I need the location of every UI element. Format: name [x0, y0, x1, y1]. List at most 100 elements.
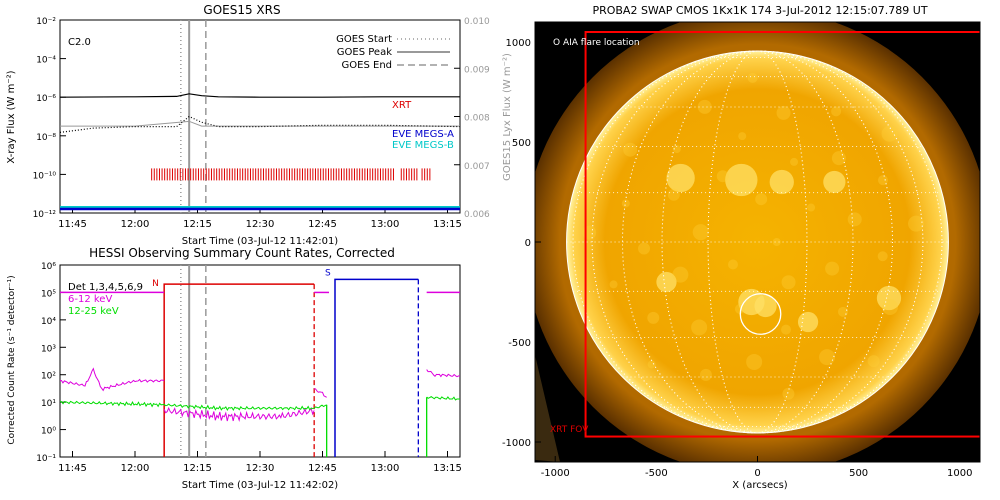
swap-aia-label: O AIA flare location	[553, 38, 640, 48]
goes-y-tick-label: 10⁻⁸	[36, 133, 56, 143]
swap-image	[535, 22, 980, 462]
swap-x-tick-label: -1000	[541, 468, 570, 479]
legend-goes-peak-label: GOES Peak	[337, 47, 392, 58]
goes-title: GOES15 XRS	[203, 3, 280, 17]
sun-bright-patch	[734, 304, 745, 315]
sun-bright-patch	[867, 355, 880, 368]
sun-bright-patch	[831, 106, 842, 117]
hessi-x-axis: 11:45 12:00 12:15 12:30 12:45 13:00 13:15	[58, 451, 462, 474]
sun-bright-patch	[825, 261, 840, 276]
swap-y-axis: 1000 500 0 -500 -1000	[502, 38, 541, 449]
goes-series-group	[59, 20, 461, 213]
sun-active-region	[656, 271, 677, 293]
sun-bright-patch	[727, 259, 738, 270]
goes-eve-a-label: EVE MEGS-A	[392, 129, 454, 140]
goes-x-tick-label: 12:00	[121, 219, 150, 230]
goes-x-tick-label: 13:15	[433, 219, 462, 230]
goes-y2-label: GOES15 Lyx Flux (W m⁻²)	[502, 53, 513, 181]
hessi-plot-frame	[59, 264, 461, 458]
goes-x-tick-label: 11:45	[58, 219, 87, 230]
legend-goes-end-label: GOES End	[342, 60, 392, 71]
hessi-saa-bar	[334, 278, 419, 457]
sun-bright-patch	[667, 188, 680, 201]
sun-active-region	[725, 163, 758, 197]
hessi-legend-6-12: 6-12 keV	[68, 294, 112, 305]
goes-y2-tick-label: 0.006	[464, 210, 490, 220]
sun-bright-patch	[691, 319, 708, 336]
sun-active-region	[769, 169, 794, 195]
hessi-y-tick-label: 10⁶	[41, 262, 56, 272]
swap-y-tick-label: 500	[512, 138, 531, 149]
hessi-y-tick-label: 10⁵	[41, 289, 56, 299]
sun-bright-patch	[621, 199, 630, 208]
hessi-flag-n: N	[152, 279, 159, 289]
hessi-x-tick-label: 12:00	[121, 463, 150, 474]
hessi-y-tick-label: 10⁴	[41, 317, 56, 327]
goes-y2-tick-label: 0.007	[464, 162, 490, 172]
hessi-y-label: Corrected Count Rate (s⁻¹ detector⁻¹)	[7, 275, 17, 444]
hessi-legend-det: Det 1,3,4,5,6,9	[68, 282, 143, 293]
goes-y-axis: 10⁻¹² 10⁻¹⁰ 10⁻⁸ 10⁻⁶ 10⁻⁴ 10⁻²	[33, 17, 66, 220]
hessi-night-bar	[163, 283, 315, 457]
sun-bright-patch	[647, 360, 656, 369]
sun-bright-patch	[747, 72, 758, 83]
hessi-legend-12-25: 12-25 keV	[68, 306, 119, 317]
sun-bright-patch	[609, 280, 618, 289]
sun-bright-patch	[738, 132, 747, 141]
hessi-series-12_25d	[426, 396, 461, 401]
goes-x-tick-label: 12:45	[308, 219, 337, 230]
sun-active-region	[666, 163, 695, 193]
swap-xrt-label: XRT FOV	[550, 425, 589, 435]
sun-bright-patch	[746, 353, 763, 370]
goes-y-label: X-ray Flux (W m⁻²)	[6, 70, 17, 163]
sun-bright-patch	[672, 145, 681, 154]
sun-bright-patch	[638, 242, 651, 255]
hessi-x-tick-label: 11:45	[58, 463, 87, 474]
swap-x-tick-label: 500	[849, 468, 868, 479]
sun-active-region	[876, 285, 902, 311]
hessi-x-label: Start Time (03-Jul-12 11:42:02)	[182, 480, 339, 491]
goes-legend: GOES Start GOES Peak GOES End	[336, 34, 450, 71]
sun-bright-patch	[847, 212, 862, 227]
swap-fov-edge	[535, 355, 560, 462]
hessi-series-6_12c	[314, 388, 327, 398]
swap-x-tick-label: -500	[645, 468, 668, 479]
hessi-y-axis: 10⁻¹ 10⁰ 10¹ 10² 10³ 10⁴ 10⁵ 10⁶	[36, 262, 66, 464]
goes-y2-axis: 0.006 0.007 0.008 0.009 0.010	[454, 17, 490, 220]
hessi-y-tick-label: 10³	[41, 344, 56, 354]
sun-bright-patch	[692, 224, 709, 241]
goes-eve-b-label: EVE MEGS-B	[392, 140, 454, 151]
hessi-y-tick-label: 10⁻¹	[36, 454, 56, 464]
sun-bright-patch	[699, 368, 712, 381]
swap-y-tick-label: -500	[508, 338, 531, 349]
sun-bright-patch	[755, 193, 768, 206]
sun-bright-patch	[831, 151, 846, 166]
sun-bright-patch	[908, 215, 925, 232]
hessi-series-6_12	[59, 367, 165, 392]
sun-limb	[566, 50, 949, 434]
sun-bright-patch	[716, 170, 729, 183]
sun-bright-patch	[782, 387, 795, 400]
swap-x-tick-label: 0	[754, 468, 760, 479]
hessi-flag-s: S	[325, 268, 331, 278]
swap-x-label: X (arcsecs)	[732, 480, 788, 491]
goes-flare-class: C2.0	[68, 37, 91, 48]
sun-bright-patch	[837, 306, 848, 317]
sun-bright-patch	[807, 203, 816, 212]
sun-active-region	[797, 311, 819, 333]
hessi-y-tick-label: 10¹	[41, 399, 56, 409]
goes-y2-tick-label: 0.010	[464, 17, 490, 27]
goes-x-tick-label: 12:15	[183, 219, 212, 230]
hessi-title: HESSI Observing Summary Count Rates, Cor…	[89, 246, 395, 260]
hessi-y-tick-label: 10⁰	[41, 427, 56, 437]
goes-xrt-label: XRT	[392, 100, 412, 111]
hessi-series-12_25	[59, 400, 327, 412]
swap-x-tick-label: 1000	[947, 468, 972, 479]
goes-y-tick-label: 10⁻⁴	[36, 56, 56, 66]
sun-grid-longitude	[661, 50, 854, 434]
hessi-series-6_12b	[163, 406, 315, 423]
goes-x-axis: 11:45 12:00 12:15 12:30 12:45 13:00 13:15	[58, 207, 462, 230]
sun-bright-patch	[881, 125, 898, 142]
swap-y-tick-label: 1000	[506, 38, 531, 49]
